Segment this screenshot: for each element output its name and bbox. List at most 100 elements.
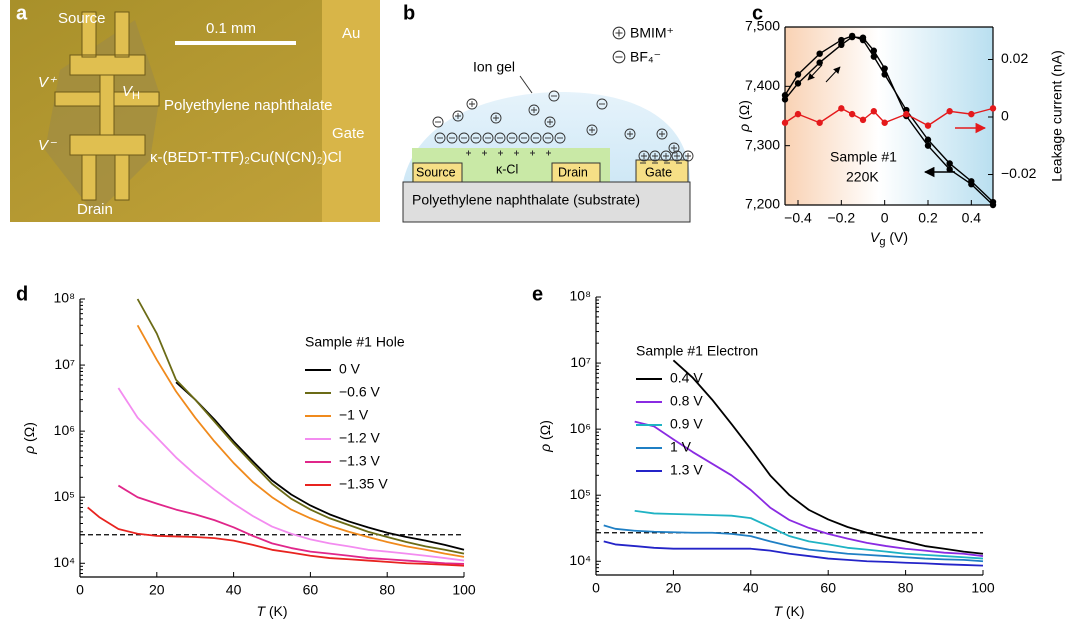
x-tick-label: 0 [76, 582, 84, 598]
label: κ-Cl [496, 162, 518, 176]
y-axis-label-part: ρ [736, 124, 752, 133]
data-point [781, 119, 789, 126]
y-axis-label-part: ρ [537, 444, 553, 453]
data-point [989, 198, 997, 206]
data-point [794, 80, 802, 87]
label: Ion gel [473, 59, 515, 75]
y-axis-label-part: ρ [21, 446, 37, 455]
series-line [136, 324, 465, 558]
legend-anion [612, 50, 626, 64]
data-point [881, 65, 888, 72]
series-line [136, 298, 465, 555]
data-point [946, 166, 953, 173]
data-point [816, 59, 823, 66]
panel-letter: c [752, 2, 763, 24]
y2-tick-label: −0.02 [1001, 165, 1037, 181]
data-point [848, 32, 856, 40]
data-point [989, 105, 997, 112]
data-point [838, 41, 845, 48]
y2-tick-label: 0 [1001, 108, 1009, 124]
panel-c: c −0.4 −0.2 0 0.2 0.4 7,200 7,300 7,400 7,500 −0.0… [736, 2, 1065, 248]
x-tick-label: 0.4 [962, 210, 982, 226]
label: κ-(BEDT-TTF)₂Cu(N(CN)₂)Cl [150, 149, 342, 166]
substrate [402, 181, 691, 223]
y-tick-label: 10⁷ [570, 354, 591, 370]
x-tick-label: 100 [452, 582, 476, 598]
y-tick-label: 7,300 [745, 136, 780, 152]
data-point [848, 110, 856, 118]
x-tick-label: 40 [743, 580, 759, 596]
panel-d: d 0 20 40 60 80 100 10⁴ 10⁵ 10⁶ 10⁷ 10⁸ T (K) ρ (Ω) Sa… [16, 283, 476, 618]
label: VH [122, 83, 140, 102]
label-main: V [122, 83, 134, 100]
x-tick-label: 60 [820, 580, 836, 596]
panel-e: e 0 20 40 60 80 100 10⁴ 10⁵ 10⁶ 10⁷ 10⁸ T (K) ρ (Ω) Sa… [532, 283, 995, 618]
legend-label: −1.2 V [339, 430, 381, 446]
x-tick-label: −0.2 [828, 210, 856, 226]
data-point [924, 136, 932, 143]
x-tick-label: 60 [303, 582, 319, 598]
x-axis-label: Vg (V) [870, 229, 908, 248]
x-axis-label-part: (K) [782, 603, 805, 619]
data-point [881, 119, 888, 126]
label: Gate [645, 165, 672, 179]
y-tick-label: 10⁶ [570, 420, 591, 436]
data-point [870, 108, 878, 115]
x-tick-label: 0 [592, 580, 600, 596]
data-point [946, 108, 953, 115]
y2-axis-label: Leakage current (nA) [1049, 50, 1065, 182]
data-point [870, 47, 878, 54]
x-tick-label: 100 [971, 580, 995, 596]
label: V⁻ [38, 137, 57, 154]
series-line [117, 387, 465, 562]
sweep-arrow [807, 64, 823, 81]
y-axis-label: ρ (Ω) [537, 420, 553, 453]
x-tick-label: −0.4 [784, 210, 812, 226]
panel-letter: b [403, 2, 415, 24]
series-line [117, 484, 465, 565]
y-axis-label: ρ (Ω) [736, 100, 752, 133]
label: Au [342, 25, 360, 42]
y-tick-label: 10⁵ [54, 488, 75, 504]
anion [432, 116, 444, 128]
label: Drain [77, 201, 113, 218]
legend-label: BMIM⁺ [630, 25, 674, 41]
panel-letter: a [16, 2, 28, 24]
data-point [968, 178, 975, 185]
data-point [859, 116, 867, 124]
legend-label: 0.9 V [670, 416, 703, 432]
legend-label: 0.8 V [670, 393, 703, 409]
data-point [968, 110, 975, 118]
label: Source [416, 165, 456, 179]
legend-title: Sample #1 Electron [636, 343, 758, 359]
y-tick-label: 7,200 [745, 196, 780, 212]
panel-c-decor [807, 64, 987, 178]
series-line [175, 381, 465, 551]
y-axis-label-part: (Ω) [537, 420, 553, 444]
y-tick-label: 10⁴ [569, 552, 591, 568]
series-line [87, 506, 465, 567]
legend-cation [612, 26, 626, 40]
cation [466, 98, 478, 110]
label-sub: H [132, 90, 140, 102]
label: Gate [332, 125, 365, 142]
hall-bar-electrodes [54, 11, 160, 201]
legend-label: 0 V [339, 361, 361, 377]
x-tick-label: 40 [226, 582, 242, 598]
data-point [816, 50, 823, 57]
y-tick-label: 7,400 [745, 77, 780, 93]
x-tick-label: 0 [881, 210, 889, 226]
legend-label: 1 V [670, 439, 692, 455]
x-axis-label: T (K) [773, 603, 804, 619]
series-line [634, 509, 984, 560]
label: Polyethylene naphthalate (substrate) [412, 192, 640, 208]
data-point [794, 110, 802, 118]
leader-line [519, 75, 533, 94]
data-point [881, 71, 888, 78]
legend-label: −1.35 V [339, 476, 388, 492]
data-point [838, 36, 845, 44]
x-axis-label-part: T [256, 603, 266, 619]
x-axis-label: T (K) [256, 603, 287, 619]
x-tick-label: 80 [379, 582, 395, 598]
